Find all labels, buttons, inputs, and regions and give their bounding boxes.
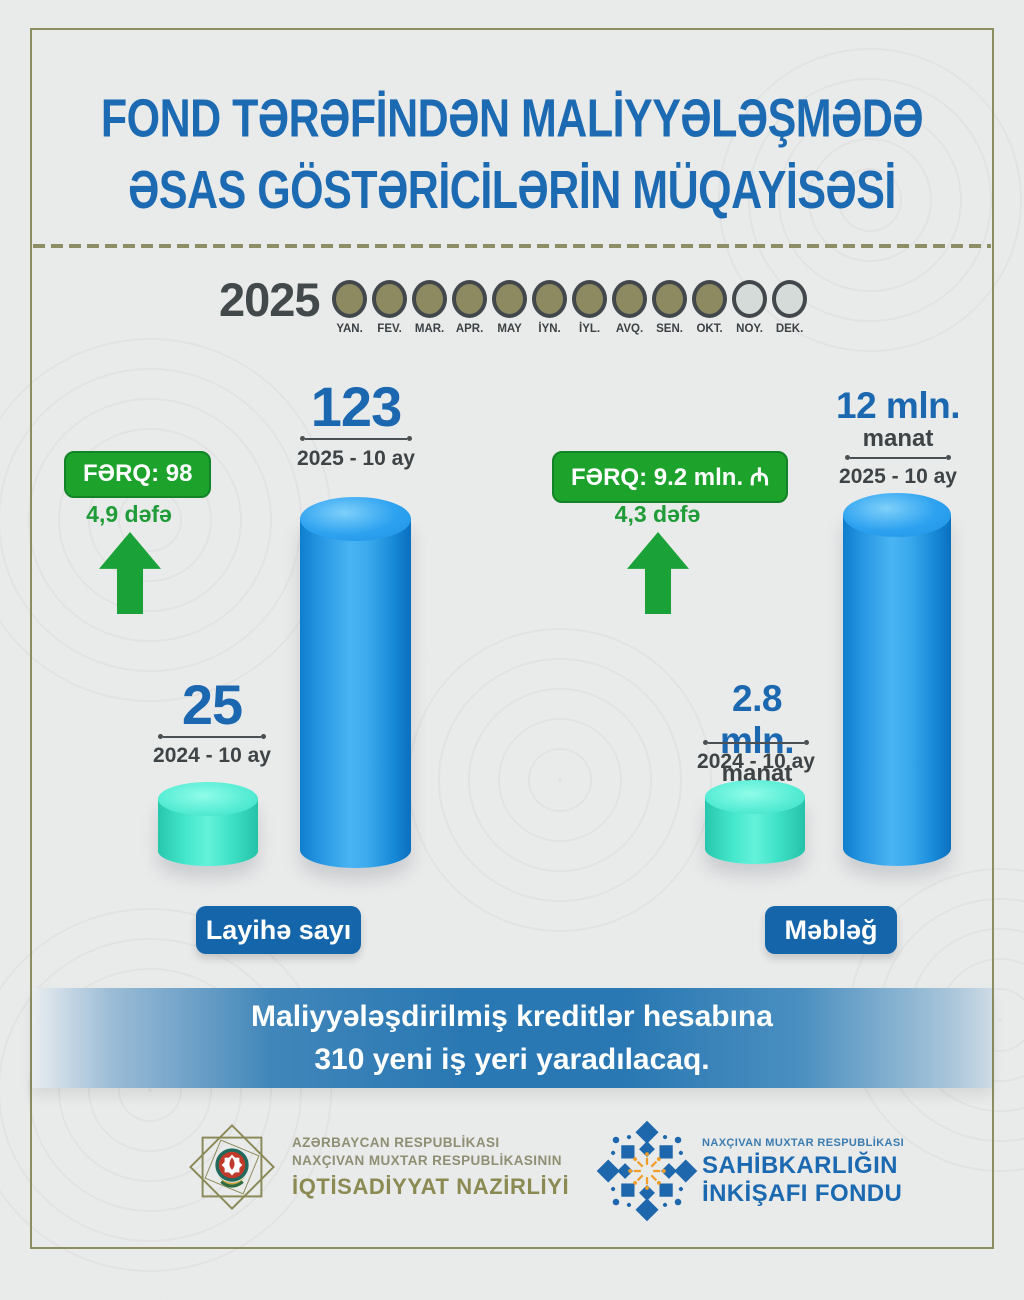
ministry-name-line1: AZƏRBAYCAN RESPUBLİKASI xyxy=(292,1135,500,1150)
fund-name-line2: SAHİBKARLIĞIN xyxy=(702,1152,898,1179)
month-label: MAY xyxy=(497,323,522,335)
value-2024-amount-number: 2.8 mln. xyxy=(719,678,795,761)
period-2024-amount: 2024 - 10 ay xyxy=(697,750,815,773)
month-circle xyxy=(732,280,768,318)
bar-2025-projects xyxy=(300,497,411,868)
month-circle xyxy=(572,280,608,318)
value-2025-amount-unit: manat xyxy=(862,425,934,452)
month-item: DEK. xyxy=(770,280,810,335)
fund-name-line1: NAXÇIVAN MUXTAR RESPUBLİKASI xyxy=(702,1137,905,1149)
month-label: YAN. xyxy=(336,323,363,335)
month-circle xyxy=(692,280,728,318)
jobs-banner-line2: 310 yeni iş yeri yaradılacaq. xyxy=(314,1043,710,1076)
month-circle xyxy=(372,280,408,318)
month-circle xyxy=(772,280,808,318)
growth-multiplier-amount: 4,3 dəfə xyxy=(614,501,701,527)
group-label-projects-text: Layihə sayı xyxy=(205,914,352,945)
month-item: SEN. xyxy=(650,280,690,335)
period-2025-projects: 2025 - 10 ay xyxy=(297,447,415,470)
month-label: OKT. xyxy=(696,323,723,335)
group-label-amount: Məbləğ xyxy=(765,906,897,954)
dashed-divider xyxy=(33,244,991,248)
month-label: İYL. xyxy=(579,323,601,335)
difference-badge-amount: FƏRQ: 9.2 mln. ₼ xyxy=(552,451,789,503)
measure-line xyxy=(158,734,266,739)
month-label: APR. xyxy=(455,323,484,335)
page-title-line2: ƏSAS GÖSTƏRİCİLƏRİN MÜQAYİSƏSİ xyxy=(128,160,896,221)
measure-line xyxy=(300,436,412,441)
month-label: NOY. xyxy=(736,323,763,335)
ministry-emblem-icon xyxy=(183,1116,281,1223)
month-item: APR. xyxy=(450,280,490,335)
value-2025-projects: 123 xyxy=(310,375,402,438)
month-label: FEV. xyxy=(377,323,402,335)
poster-border-frame xyxy=(30,28,994,1249)
month-item: AVQ. xyxy=(610,280,650,335)
group-label-amount-text: Məbləğ xyxy=(784,914,878,945)
jobs-banner: Maliyyələşdirilmiş kreditlər hesabına 31… xyxy=(32,988,992,1088)
measure-line xyxy=(845,455,951,460)
month-item: YAN. xyxy=(330,280,370,335)
month-label: SEN. xyxy=(656,323,683,335)
page-title-line1: FOND TƏRƏFİNDƏN MALİYYƏLƏŞMƏDƏ xyxy=(100,89,924,149)
page-title: FOND TƏRƏFİNDƏN MALİYYƏLƏŞMƏDƏ ƏSAS GÖST… xyxy=(0,84,1024,227)
month-item: NOY. xyxy=(730,280,770,335)
measure-line xyxy=(703,740,809,745)
month-item: İYN. xyxy=(530,280,570,335)
period-2024-projects: 2024 - 10 ay xyxy=(153,744,271,767)
month-circle xyxy=(652,280,688,318)
month-circle xyxy=(532,280,568,318)
jobs-banner-line1: Maliyyələşdirilmiş kreditlər hesabına xyxy=(251,1000,773,1033)
month-label: İYN. xyxy=(538,323,561,335)
ministry-name-line2: NAXÇIVAN MUXTAR RESPUBLİKASININ xyxy=(292,1153,562,1168)
month-circle xyxy=(332,280,368,318)
ministry-name-line3: İQTİSADİYYAT NAZİRLİYİ xyxy=(292,1174,570,1199)
month-item: OKT. xyxy=(690,280,730,335)
year-label: 2025 xyxy=(219,273,321,326)
value-2025-amount-number: 12 mln. xyxy=(836,385,961,426)
fund-snowflake-icon xyxy=(596,1120,698,1227)
month-item: FEV. xyxy=(370,280,410,335)
month-circle xyxy=(492,280,528,318)
bar-2024-amount xyxy=(705,780,805,864)
month-label: AVQ. xyxy=(615,323,644,335)
month-circle xyxy=(412,280,448,318)
bar-2024-projects xyxy=(158,782,258,866)
period-2025-amount: 2025 - 10 ay xyxy=(839,465,957,488)
value-2024-projects: 25 xyxy=(181,673,243,736)
year-timeline: 2025 YAN. FEV. MAR. APR. MAY İYN. İYL. xyxy=(219,273,810,335)
ministry-name: AZƏRBAYCAN RESPUBLİKASI NAXÇIVAN MUXTAR … xyxy=(292,1134,569,1200)
group-label-projects: Layihə sayı xyxy=(196,906,361,954)
month-item: MAY xyxy=(490,280,530,335)
bar-2025-amount xyxy=(843,493,951,866)
month-label: MAR. xyxy=(414,323,445,335)
growth-multiplier-projects: 4,9 dəfə xyxy=(86,501,172,527)
month-label: DEK. xyxy=(775,323,804,335)
months-row: YAN. FEV. MAR. APR. MAY İYN. İYL. AVQ. xyxy=(330,280,810,335)
fund-name: NAXÇIVAN MUXTAR RESPUBLİKASI SAHİBKARLIĞ… xyxy=(702,1137,904,1208)
value-2025-amount: 12 mln. manat xyxy=(833,385,963,453)
month-item: MAR. xyxy=(410,280,450,335)
month-item: İYL. xyxy=(570,280,610,335)
difference-badge-projects: FƏRQ: 98 xyxy=(64,451,212,498)
month-circle xyxy=(612,280,648,318)
month-circle xyxy=(452,280,488,318)
fund-name-line3: İNKİŞAFI FONDU xyxy=(702,1180,903,1207)
